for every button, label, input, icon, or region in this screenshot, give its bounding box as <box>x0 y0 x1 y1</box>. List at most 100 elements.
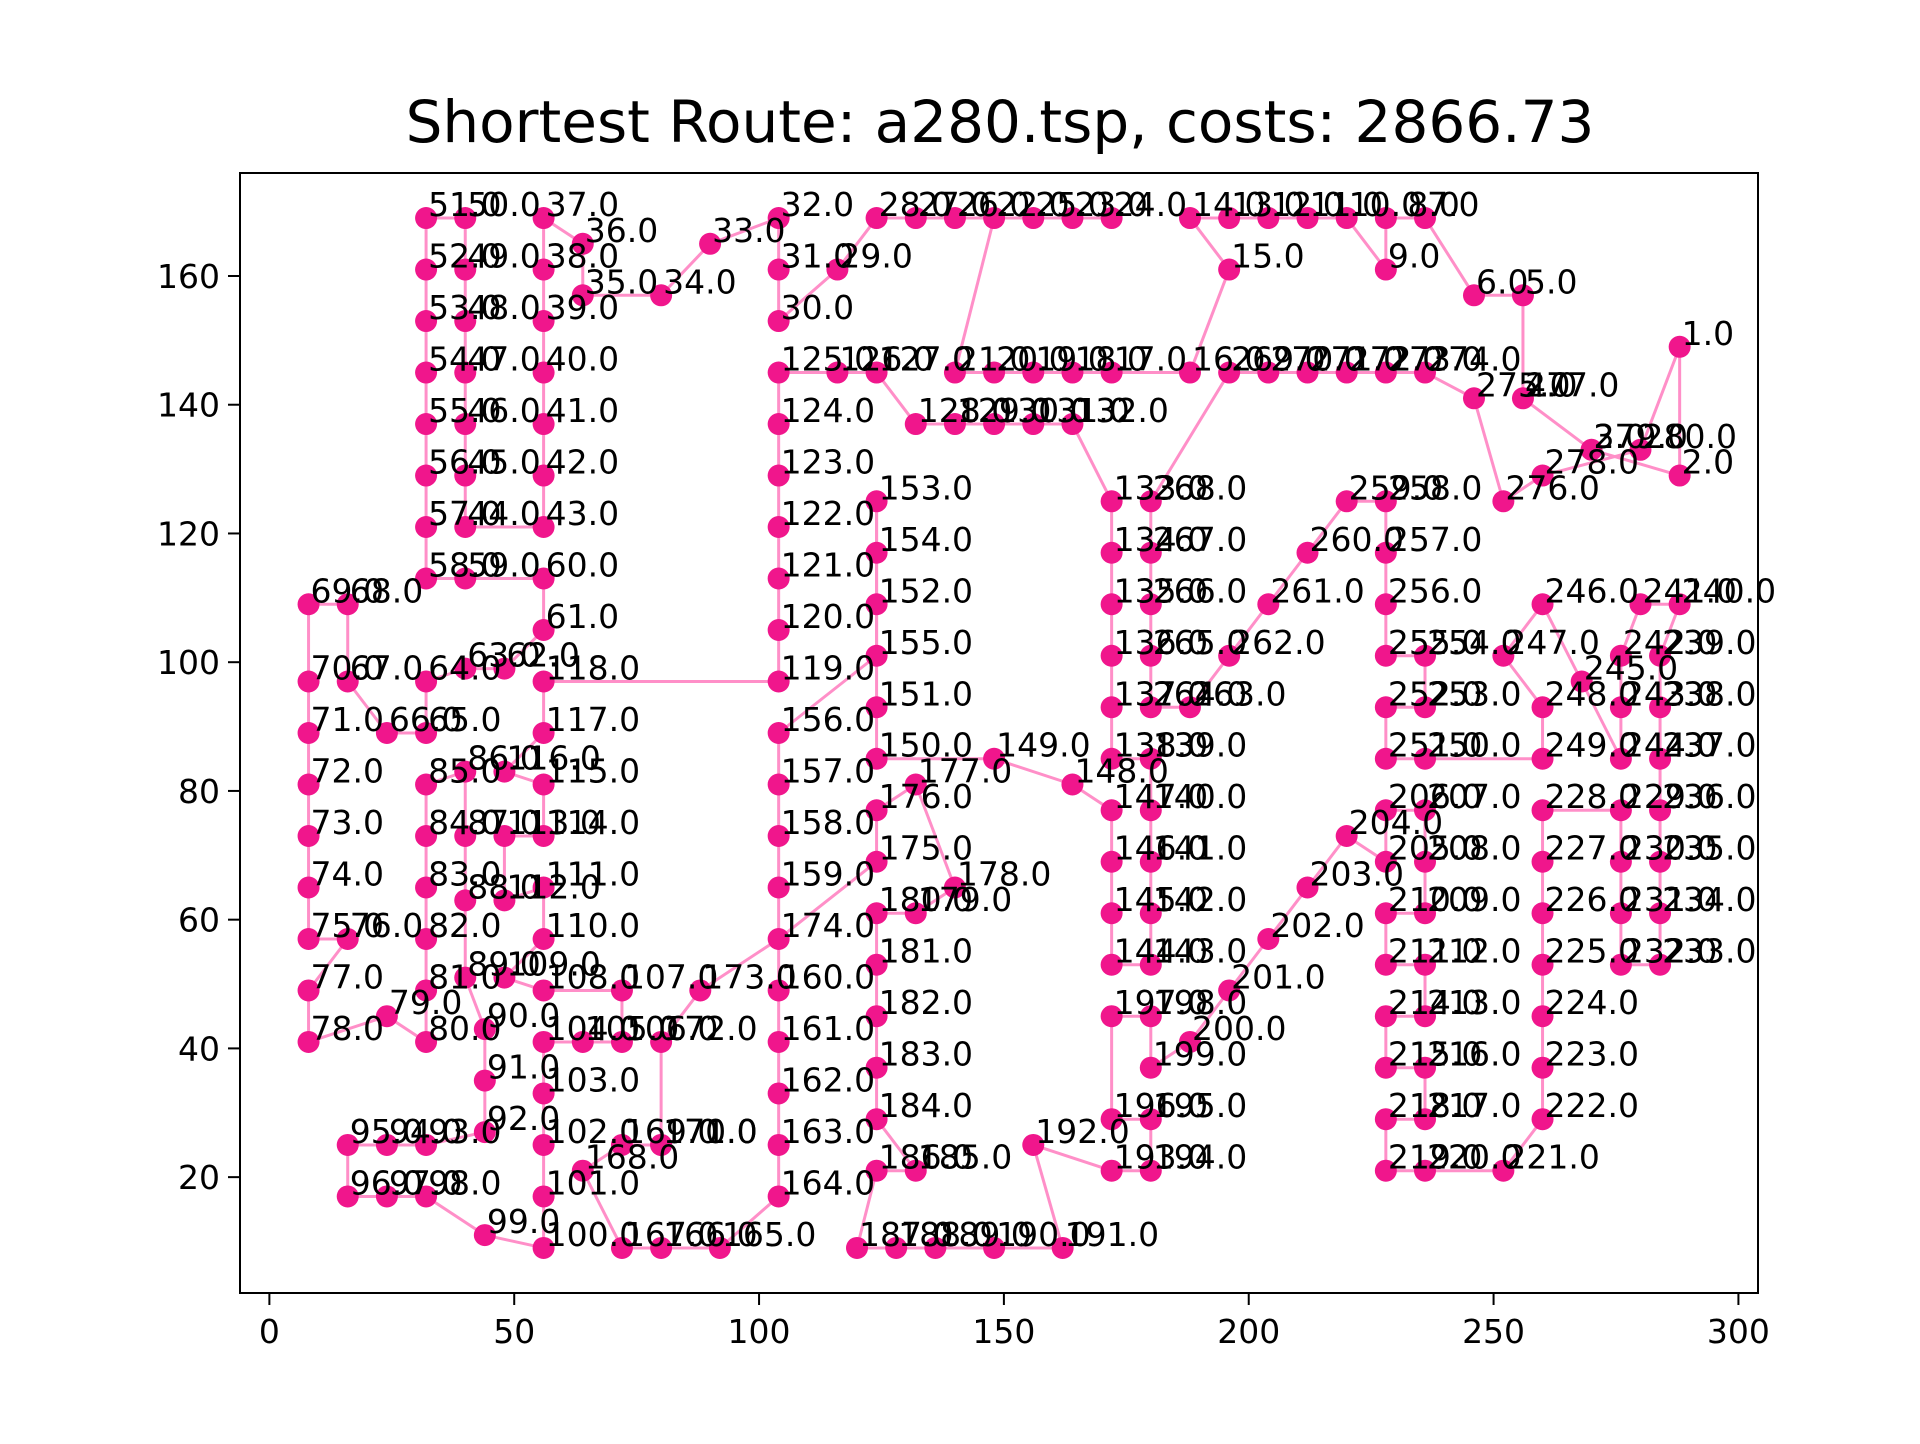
city-label: 227.0 <box>1545 829 1639 868</box>
city-label: 130.0 <box>996 391 1090 430</box>
city-label: 36.0 <box>585 211 658 250</box>
city-marker <box>1100 593 1123 616</box>
city-label: 39.0 <box>546 288 619 327</box>
route-segment <box>1639 346 1682 451</box>
city-marker <box>767 1185 790 1208</box>
city-label: 279.0 <box>1594 417 1688 456</box>
city-label: 25.0 <box>1035 185 1108 224</box>
city-marker <box>1061 361 1084 384</box>
city-label: 55.0 <box>428 391 501 430</box>
city-label: 119.0 <box>781 649 875 688</box>
route-segment <box>308 1014 388 1044</box>
city-label: 199.0 <box>1153 1035 1247 1074</box>
city-marker <box>415 927 438 950</box>
city-label: 238.0 <box>1662 674 1756 713</box>
city-label: 275.0 <box>1476 365 1570 404</box>
city-label: 265.0 <box>1153 623 1247 662</box>
city-marker <box>1531 953 1554 976</box>
city-marker <box>1218 207 1241 230</box>
city-marker <box>1374 207 1397 230</box>
city-marker <box>1139 1159 1162 1182</box>
city-label: 173.0 <box>702 957 796 996</box>
city-marker <box>493 657 516 680</box>
city-marker <box>1462 387 1485 410</box>
city-marker <box>1668 593 1691 616</box>
city-marker <box>532 670 555 693</box>
city-label: 172.0 <box>663 1009 757 1048</box>
city-marker <box>1374 1056 1397 1079</box>
route-segment <box>777 860 878 941</box>
x-tick-label: 100 <box>728 1312 791 1351</box>
city-label: 184.0 <box>879 1086 973 1125</box>
city-label: 135.0 <box>1114 571 1208 610</box>
route-segment <box>709 216 780 246</box>
route-segment <box>1591 448 1681 477</box>
city-marker <box>473 1018 496 1041</box>
city-label: 42.0 <box>546 443 619 482</box>
city-marker <box>571 232 594 255</box>
city-marker <box>297 593 320 616</box>
city-label: 20.0 <box>996 340 1069 379</box>
city-label: 48.0 <box>467 288 540 327</box>
city-label: 124.0 <box>781 391 875 430</box>
city-label: 97.0 <box>389 1163 462 1202</box>
city-label: 122.0 <box>781 494 875 533</box>
city-marker <box>1051 1236 1074 1259</box>
route-segment <box>718 1195 780 1250</box>
city-label: 142.0 <box>1153 880 1247 919</box>
route-segment <box>914 783 957 889</box>
city-label: 209.0 <box>1427 880 1521 919</box>
x-tick-label: 250 <box>1462 1312 1525 1351</box>
city-label: 270.0 <box>1270 340 1364 379</box>
city-marker <box>1218 644 1241 667</box>
city-label: 211.0 <box>1388 932 1482 971</box>
city-label: 71.0 <box>311 700 384 739</box>
city-label: 192.0 <box>1035 1112 1129 1151</box>
city-marker <box>1414 1159 1437 1182</box>
city-marker <box>532 361 555 384</box>
city-marker <box>532 310 555 333</box>
city-marker <box>1531 1056 1554 1079</box>
city-marker <box>1257 927 1280 950</box>
city-marker <box>336 1185 359 1208</box>
city-marker <box>1257 361 1280 384</box>
city-marker <box>1531 799 1554 822</box>
route-segment <box>1542 448 1641 477</box>
city-marker <box>532 258 555 281</box>
city-marker <box>415 413 438 436</box>
city-marker <box>1531 696 1554 719</box>
city-marker <box>1100 1159 1123 1182</box>
city-label: 271.0 <box>1309 340 1403 379</box>
city-marker <box>708 1236 731 1259</box>
city-label: 179.0 <box>918 880 1012 919</box>
city-marker <box>532 979 555 1002</box>
city-marker <box>1609 953 1632 976</box>
city-label: 64.0 <box>428 649 501 688</box>
x-tick-label: 150 <box>972 1312 1035 1351</box>
city-label: 138.0 <box>1114 726 1208 765</box>
city-marker <box>1374 850 1397 873</box>
city-label: 127.0 <box>879 340 973 379</box>
city-label: 38.0 <box>546 237 619 276</box>
city-marker <box>415 361 438 384</box>
city-label: 120.0 <box>781 597 875 636</box>
city-marker <box>650 1236 673 1259</box>
city-label: 62.0 <box>506 636 579 675</box>
city-label: 162.0 <box>781 1060 875 1099</box>
city-label: 164.0 <box>781 1163 875 1202</box>
city-label: 76.0 <box>350 906 423 945</box>
city-label: 263.0 <box>1192 674 1286 713</box>
city-label: 218.0 <box>1388 1086 1482 1125</box>
city-label: 113.0 <box>506 803 600 842</box>
city-label: 94.0 <box>389 1112 462 1151</box>
city-label: 44.0 <box>467 494 540 533</box>
city-label: 250.0 <box>1427 726 1521 765</box>
city-label: 68.0 <box>350 571 423 610</box>
city-marker <box>532 876 555 899</box>
city-label: 186.0 <box>879 1138 973 1177</box>
city-marker <box>571 1159 594 1182</box>
city-label: 171.0 <box>663 1112 757 1151</box>
city-label: 52.0 <box>428 237 501 276</box>
city-label: 77.0 <box>311 957 384 996</box>
city-marker <box>1492 1159 1515 1182</box>
